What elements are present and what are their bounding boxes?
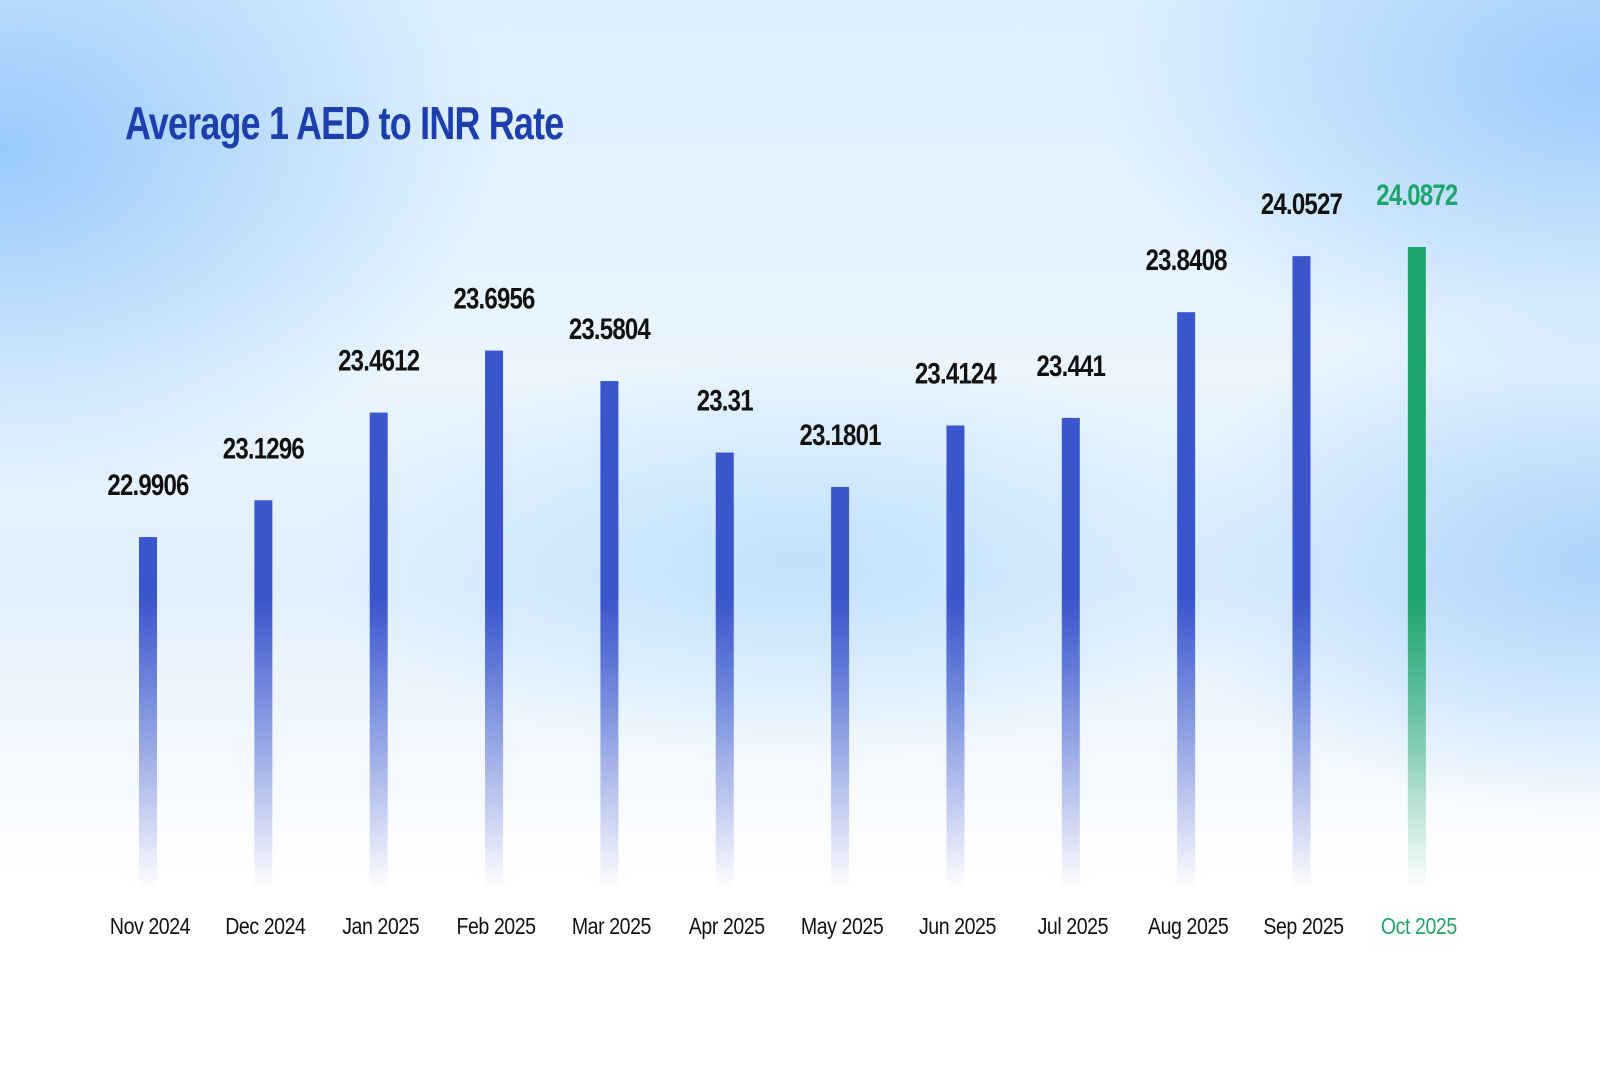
value-label: 22.9906 xyxy=(107,467,189,501)
x-tick-label: Feb 2025 xyxy=(456,914,535,940)
value-label: 23.6956 xyxy=(453,281,535,315)
x-tick-label: Dec 2024 xyxy=(225,914,306,940)
x-tick-label: Jun 2025 xyxy=(919,914,996,940)
bar-may-2025 xyxy=(831,486,850,890)
bar-mar-2025 xyxy=(600,381,619,890)
value-label: 23.5804 xyxy=(569,311,651,345)
value-label: 23.441 xyxy=(1037,348,1106,382)
value-label: 23.31 xyxy=(697,383,754,417)
chart-title: Average 1 AED to INR Rate xyxy=(125,97,564,149)
x-tick-label: May 2025 xyxy=(801,914,883,940)
bar-jan-2025 xyxy=(369,412,388,890)
x-tick-label: Apr 2025 xyxy=(689,914,765,940)
value-label: 23.1296 xyxy=(223,431,305,465)
bar-feb-2025 xyxy=(485,350,504,890)
x-tick-label: Jan 2025 xyxy=(342,914,419,940)
bar-sep-2025 xyxy=(1292,256,1311,890)
bar-jun-2025 xyxy=(946,425,965,890)
value-label: 24.0872 xyxy=(1376,177,1458,211)
bar-dec-2024 xyxy=(254,500,273,890)
value-label: 23.4124 xyxy=(915,356,997,390)
x-tick-label: Oct 2025 xyxy=(1381,914,1457,940)
value-label: 23.4612 xyxy=(338,343,420,377)
bar-jul-2025 xyxy=(1061,417,1080,890)
x-tick-label: Aug 2025 xyxy=(1148,914,1228,940)
bar-apr-2025 xyxy=(715,452,734,890)
bar-nov-2024 xyxy=(139,537,157,890)
x-tick-label: Jul 2025 xyxy=(1038,914,1108,940)
value-label: 23.8408 xyxy=(1146,243,1228,277)
bar-aug-2025 xyxy=(1177,312,1196,890)
x-tick-label: Nov 2024 xyxy=(110,914,191,940)
x-tick-label: Sep 2025 xyxy=(1263,914,1343,940)
bar-oct-2025 xyxy=(1407,247,1426,891)
value-label: 24.0527 xyxy=(1261,187,1342,221)
x-tick-label: Mar 2025 xyxy=(572,914,651,940)
value-label: 23.1801 xyxy=(800,417,882,451)
